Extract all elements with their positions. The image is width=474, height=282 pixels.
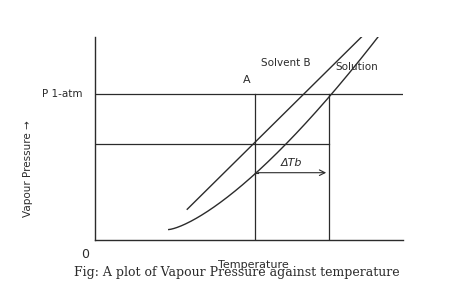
Text: A: A xyxy=(243,75,250,85)
Text: P 1-atm: P 1-atm xyxy=(42,89,82,98)
Text: Vapour Pressure →: Vapour Pressure → xyxy=(23,120,34,217)
Text: 0: 0 xyxy=(82,248,90,261)
Text: ΔTb: ΔTb xyxy=(281,158,302,168)
Text: Solvent B: Solvent B xyxy=(261,58,311,68)
Text: Fig: A plot of Vapour Pressure against temperature: Fig: A plot of Vapour Pressure against t… xyxy=(74,266,400,279)
Text: Temperature: Temperature xyxy=(218,260,289,270)
Text: Solution: Solution xyxy=(335,62,378,72)
